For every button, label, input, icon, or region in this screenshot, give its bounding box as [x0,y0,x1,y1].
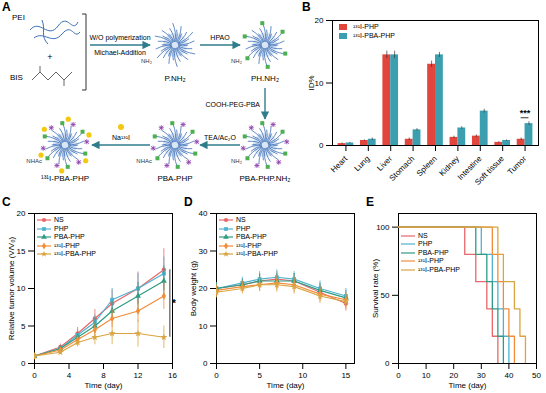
svg-text:TEA/Ac₂O: TEA/Ac₂O [204,134,236,141]
svg-text:*: * [172,298,176,309]
svg-text:Kidney: Kidney [437,154,462,178]
svg-text:4: 4 [67,371,72,380]
svg-text:NH₂: NH₂ [141,58,153,64]
svg-text:5: 5 [21,322,26,331]
html-text:¹³¹I-PHP: ¹³¹I-PHP [418,257,444,265]
svg-text:+: + [47,52,52,62]
svg-text:50: 50 [381,291,390,300]
svg-text:20: 20 [449,371,458,380]
svg-text:PBA-PHP: PBA-PHP [157,174,192,183]
svg-text:40: 40 [504,371,513,380]
svg-text:NHAc: NHAc [136,158,152,164]
svg-text:NHAc: NHAc [26,158,42,164]
svg-text:10: 10 [298,371,307,380]
svg-text:30: 30 [477,371,486,380]
html-text:PHP: PHP [236,224,251,232]
html-text:NS: NS [418,231,428,239]
svg-text:Lung: Lung [353,154,372,173]
svg-text:¹³¹I-PBA-PHP: ¹³¹I-PBA-PHP [41,174,89,183]
svg-text:PBA-PHP.NH₂: PBA-PHP.NH₂ [240,174,291,183]
svg-text:10: 10 [422,371,431,380]
svg-text:20: 20 [315,16,324,25]
svg-text:COOH-PEG-PBA: COOH-PEG-PBA [206,101,261,108]
svg-text:15: 15 [17,247,26,256]
html-text:NS: NS [236,216,246,223]
svg-text:Time (day): Time (day) [85,381,123,390]
svg-text:Survival rate (%): Survival rate (%) [371,259,380,318]
html-text:PHP: PHP [54,224,69,232]
svg-text:PEI: PEI [12,13,25,22]
svg-text:P.NH₂: P.NH₂ [164,74,185,83]
svg-text:0: 0 [214,371,219,380]
svg-text:Time (day): Time (day) [267,381,305,390]
svg-text:Tumor: Tumor [506,154,529,177]
svg-text:10: 10 [199,322,208,331]
html-text:PBA-PHP: PBA-PHP [54,233,85,240]
svg-text:HPAO: HPAO [210,34,230,41]
svg-text:0: 0 [21,359,26,368]
svg-text:BIS: BIS [10,73,23,82]
svg-text:0: 0 [385,359,390,368]
svg-text:100: 100 [376,223,390,232]
html-text:A: A [2,0,11,14]
svg-text:Soft tissue: Soft tissue [473,154,506,187]
svg-text:W/O polymerization: W/O polymerization [89,34,150,42]
svg-text:5: 5 [257,371,262,380]
html-text:¹³¹I-PBA-PHP: ¹³¹I-PBA-PHP [418,265,460,273]
html-text:NS: NS [54,216,64,223]
html-text:PBA-PHP: PBA-PHP [236,233,267,240]
svg-text:Time (day): Time (day) [449,381,487,390]
svg-text:0: 0 [203,359,208,368]
svg-text:40: 40 [199,209,208,218]
html-text:¹³¹I-PBA-PHP: ¹³¹I-PBA-PHP [353,31,395,39]
svg-text:PH.NH₂: PH.NH₂ [251,74,279,83]
html-text:C: C [2,195,11,209]
svg-text:16: 16 [168,371,177,380]
html-text:D: D [184,195,193,209]
svg-text:30: 30 [199,247,208,256]
svg-text:50: 50 [532,371,541,380]
svg-text:Spleen: Spleen [415,154,439,178]
svg-text:NH₂: NH₂ [231,58,243,64]
html-text:¹³¹I-PBA-PHP: ¹³¹I-PBA-PHP [236,250,278,257]
svg-text:Intestine: Intestine [455,154,484,182]
svg-text:NH₂: NH₂ [231,158,243,164]
svg-text:Na¹³¹I: Na¹³¹I [112,134,130,141]
html-text:¹³¹I-PHP: ¹³¹I-PHP [54,241,80,249]
svg-text:20: 20 [17,209,26,218]
svg-text:20: 20 [199,284,208,293]
svg-text:Stomach: Stomach [388,154,417,183]
html-text:¹³¹I-PBA-PHP: ¹³¹I-PBA-PHP [54,250,96,257]
svg-text:0: 0 [396,371,401,380]
svg-text:10: 10 [314,78,324,88]
html-text:B: B [302,0,311,14]
html-text:¹³¹I-PHP: ¹³¹I-PHP [353,23,379,30]
svg-text:ID%: ID% [307,75,316,90]
svg-text:10: 10 [17,284,26,293]
html-text:PBA-PHP: PBA-PHP [418,248,449,256]
svg-text:Body weight (g): Body weight (g) [189,260,198,316]
html-text:¹³¹I-PHP: ¹³¹I-PHP [236,241,262,249]
html-text:E: E [366,195,374,209]
html-text:PHP: PHP [418,240,433,248]
svg-text:12: 12 [134,371,143,380]
svg-text:Michael-Addition: Michael-Addition [94,49,146,56]
svg-text:Liver: Liver [375,154,394,173]
svg-text:Relative tumor volume (V/V₀): Relative tumor volume (V/V₀) [7,236,16,340]
svg-text:8: 8 [101,371,106,380]
svg-text:0: 0 [319,141,324,150]
svg-text:Heart: Heart [329,154,350,175]
svg-text:0: 0 [32,371,37,380]
svg-text:***: *** [520,108,531,118]
svg-text:15: 15 [341,371,350,380]
